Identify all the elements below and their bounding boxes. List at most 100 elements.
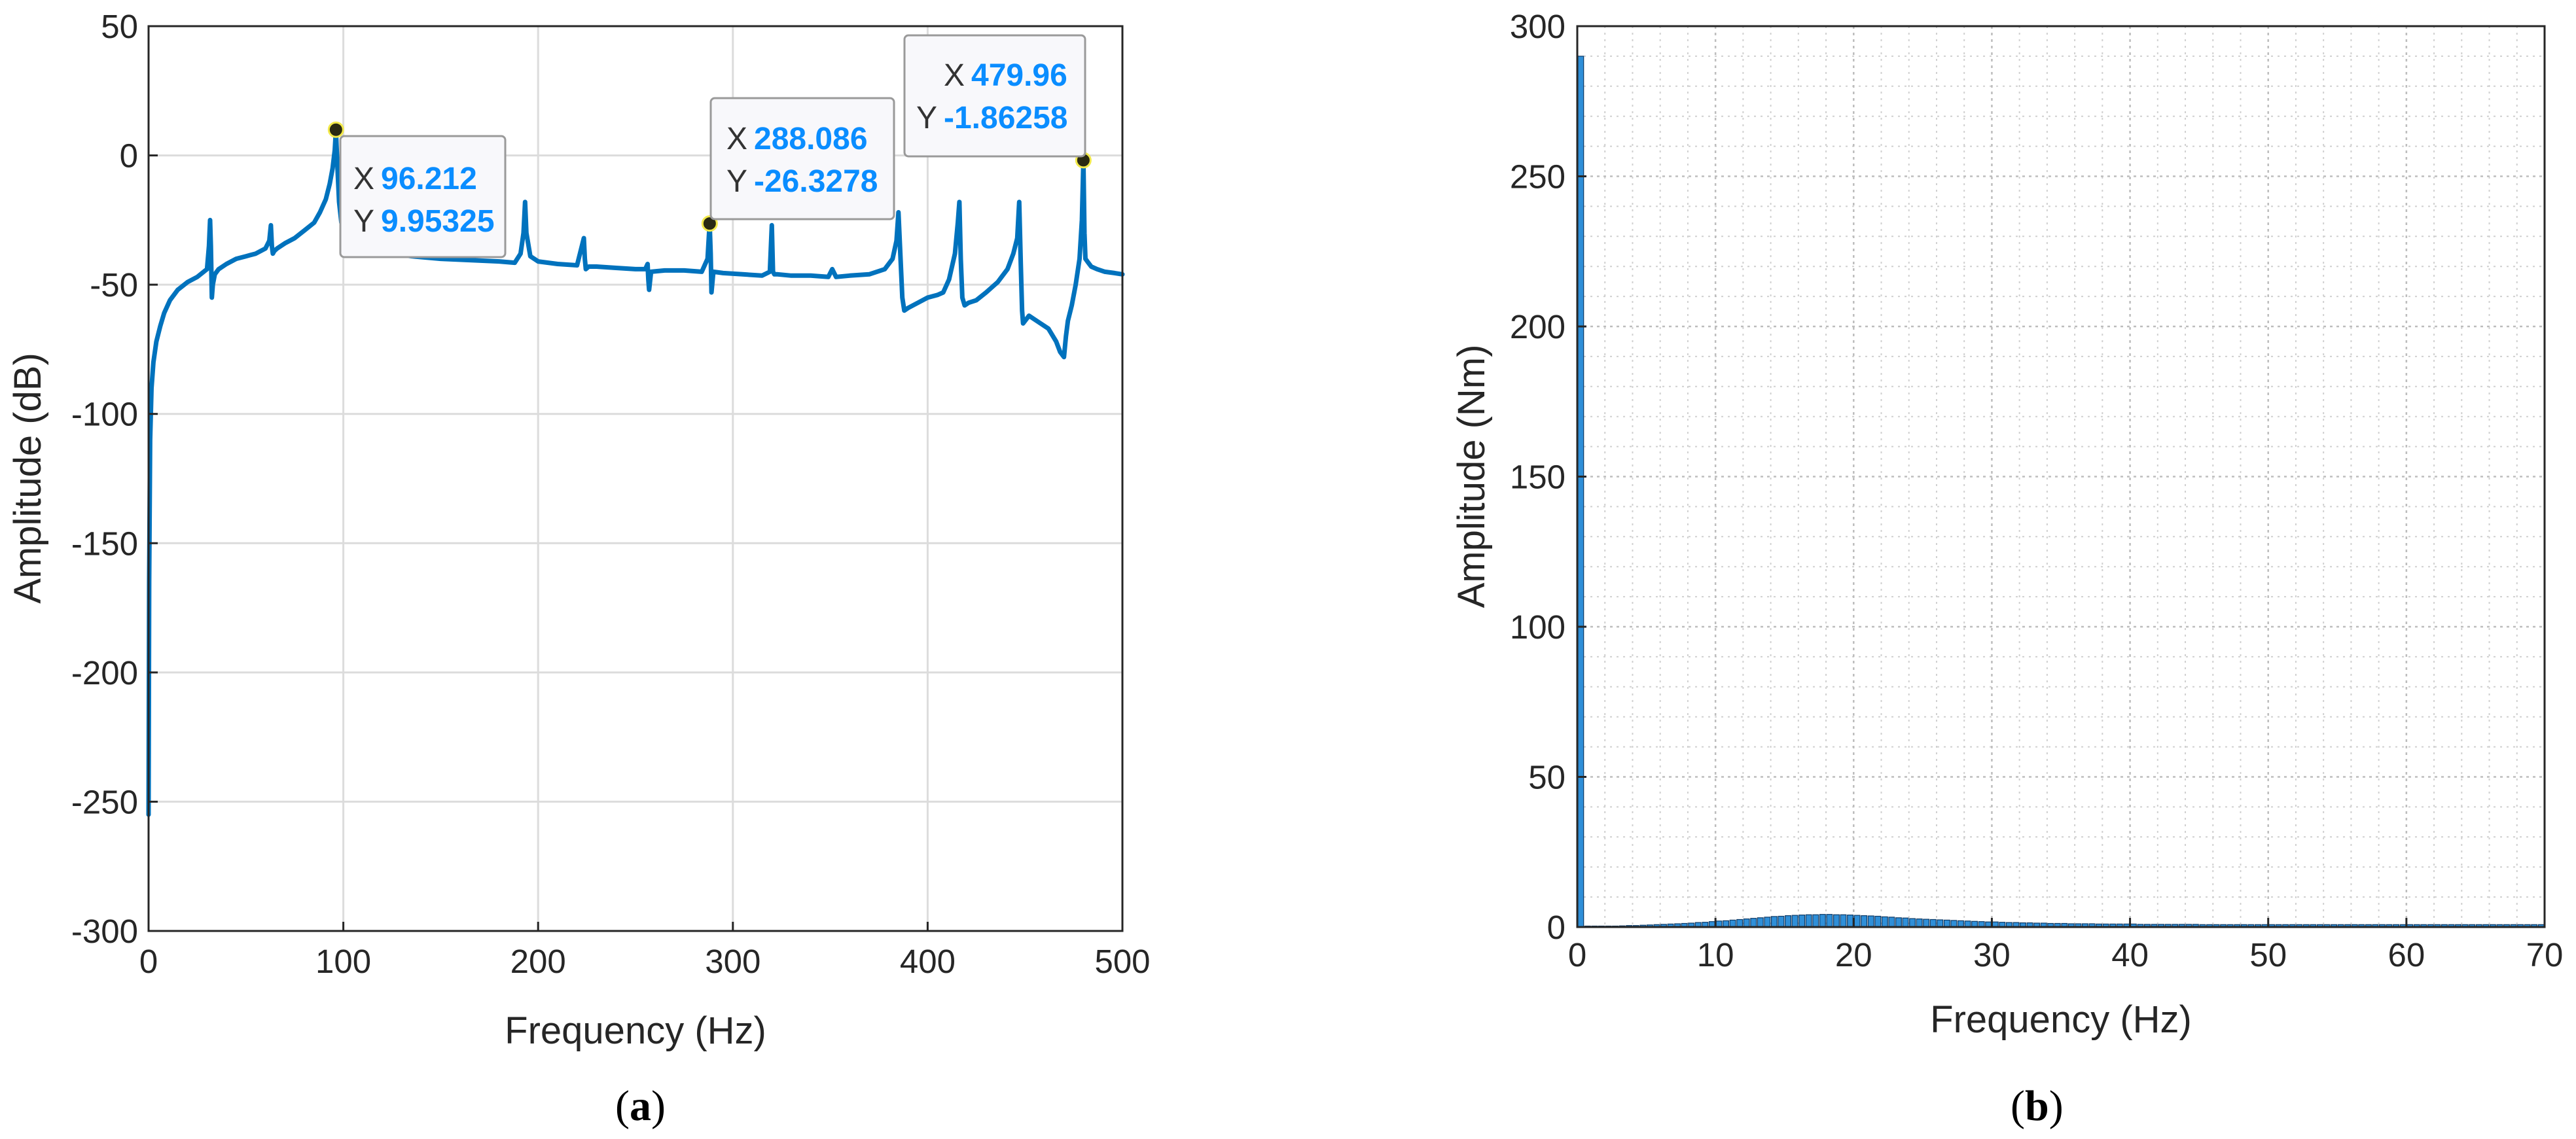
- panel-a-x-tick-label-3: 300: [705, 943, 760, 980]
- panel-b-caption: (b): [2011, 1082, 2064, 1130]
- bar-52: [1937, 919, 1944, 928]
- bar-36: [1826, 914, 1833, 928]
- panel-a-x-tick-label-4: 400: [900, 943, 956, 980]
- panel-b-y-tick-label-3: 150: [1510, 459, 1565, 496]
- panel-a-x-tick-label-1: 100: [315, 943, 371, 980]
- panel-b-x-tick-label-1: 10: [1697, 936, 1734, 973]
- bar-39: [1847, 914, 1853, 928]
- panel-b-x-tick-label-2: 20: [1835, 936, 1872, 973]
- panel-b-x-axis-label: Frequency (Hz): [1930, 998, 2192, 1041]
- bar-42: [1867, 915, 1874, 928]
- bar-29: [1778, 915, 1785, 928]
- bar-33: [1805, 914, 1812, 928]
- bar-28: [1771, 916, 1778, 928]
- datatip-1-box: [339, 135, 507, 258]
- panel-b-x-tick-label-7: 70: [2526, 936, 2564, 973]
- panel-a: 0 100 200 300 400 500 500-50-100-150-200-250-…: [7, 8, 1151, 1130]
- bar-27: [1764, 917, 1771, 928]
- bar-32: [1798, 914, 1806, 928]
- panel-b: 0 10 20 30 40 50 60 70 300 250 200 150 100 50 0 Frequ…: [1450, 8, 2563, 1130]
- panel-b-y-axis-label: Amplitude (Nm): [1450, 345, 1493, 608]
- bar-54: [1950, 920, 1958, 928]
- panel-a-tick-marks: [147, 25, 1124, 932]
- panel-b-y-tick-label-6: 0: [1547, 909, 1565, 946]
- bar-43: [1874, 915, 1882, 928]
- datatip-3-x-label: X: [944, 58, 965, 93]
- datatip-3-y-label: Y: [916, 101, 937, 135]
- panel-b-y-tick-label-4: 100: [1510, 608, 1565, 646]
- datatip-1-y-value: 9.95325: [381, 204, 495, 239]
- panel-a-caption-letter: a: [630, 1082, 651, 1130]
- bar-24: [1743, 918, 1750, 928]
- panel-b-y-tick-label-2: 200: [1510, 308, 1565, 345]
- panel-a-y-tick-label-1: 0: [120, 137, 138, 175]
- panel-a-x-tick-label-2: 200: [510, 943, 566, 980]
- panel-a-x-tick-label-0: 0: [139, 943, 158, 980]
- panel-b-x-tick-label-0: 0: [1568, 936, 1586, 973]
- bar-22: [1729, 919, 1736, 928]
- datatip-1-y-label: Y: [353, 204, 374, 239]
- panel-a-y-tick-label-0: 50: [101, 8, 138, 45]
- panel-a-y-tick-label-7: -300: [71, 913, 138, 950]
- panel-b-y-tick-label-5: 50: [1528, 759, 1565, 796]
- datatip-2-x-label: X: [726, 122, 747, 156]
- bar-47: [1902, 917, 1909, 928]
- panel-a-y-tick-label-5: -200: [71, 654, 138, 692]
- panel-a-line-series: [146, 127, 1125, 817]
- datatip-1-x-label: X: [353, 162, 374, 196]
- panel-b-y-tick-label-0: 300: [1510, 8, 1565, 45]
- bar-31: [1791, 915, 1798, 928]
- bar-49: [1916, 918, 1923, 928]
- datatip-3-x-value: 479.96: [971, 58, 1067, 93]
- panel-a-y-tick-label-2: -50: [90, 266, 138, 304]
- bar-51: [1929, 919, 1937, 928]
- bar-35: [1819, 914, 1826, 928]
- datatip-2-box: [709, 97, 895, 220]
- panel-b-y-tick-label-1: 250: [1510, 158, 1565, 196]
- amplitude-db-line: [146, 127, 1125, 817]
- datatip-3[interactable]: X 479.96 Y -1.86258: [903, 34, 1086, 158]
- bar-34: [1812, 914, 1819, 928]
- bar-30: [1785, 915, 1791, 928]
- datatip-2-y-label: Y: [726, 164, 747, 199]
- panel-b-x-tick-label-3: 30: [1973, 936, 2011, 973]
- datatip-2-y-value: -26.3278: [754, 164, 878, 199]
- panel-a-y-axis-label: Amplitude (dB): [7, 353, 49, 604]
- panel-a-y-tick-labels: 50 0 -50 -100 -150 -200 -250 -300: [71, 8, 138, 950]
- panel-a-y-tick-label-6: -250: [71, 783, 138, 820]
- bar-41: [1861, 915, 1868, 928]
- datatip-2[interactable]: X 288.086 Y -26.3278: [709, 97, 895, 220]
- panel-b-caption-letter: b: [2025, 1082, 2049, 1130]
- datatip-2-x-value: 288.086: [754, 122, 868, 156]
- panel-a-y-tick-label-3: -100: [71, 396, 138, 433]
- panel-a-axes-box: [147, 25, 1124, 932]
- bar-50: [1923, 919, 1930, 928]
- panel-b-x-tick-labels: 0 10 20 30 40 50 60 70: [1568, 936, 2564, 973]
- datatip-1-x-value: 96.212: [381, 162, 477, 196]
- panel-a-caption: (a): [615, 1082, 666, 1130]
- bar-45: [1888, 917, 1895, 928]
- panel-b-x-tick-label-6: 60: [2388, 936, 2425, 973]
- datatip-1[interactable]: X 96.212 Y 9.95325: [339, 135, 507, 258]
- panel-a-y-tick-label-4: -150: [71, 525, 138, 562]
- datatip-3-box: [903, 34, 1086, 158]
- panel-a-x-tick-labels: 0 100 200 300 400 500: [139, 943, 1151, 980]
- bar-37: [1833, 914, 1840, 928]
- panel-b-x-tick-label-5: 50: [2249, 936, 2287, 973]
- panel-b-tick-marks: [1576, 25, 2546, 928]
- panel-a-x-tick-label-5: 500: [1094, 943, 1150, 980]
- bar-23: [1736, 919, 1744, 928]
- bar-40: [1853, 915, 1861, 928]
- bar-53: [1943, 919, 1950, 928]
- datatip-marker-1: [327, 121, 344, 138]
- bar-48: [1909, 918, 1916, 928]
- bar-25: [1750, 918, 1757, 928]
- panel-b-x-tick-label-4: 40: [2111, 936, 2149, 973]
- panel-a-x-axis-label: Frequency (Hz): [505, 1009, 766, 1052]
- bar-0: [1577, 56, 1584, 928]
- datatip-3-y-value: -1.86258: [944, 101, 1068, 135]
- panel-b-y-tick-labels: 300 250 200 150 100 50 0: [1510, 8, 1565, 946]
- panel-a-plot-area: [149, 26, 1122, 931]
- bar-44: [1881, 916, 1888, 928]
